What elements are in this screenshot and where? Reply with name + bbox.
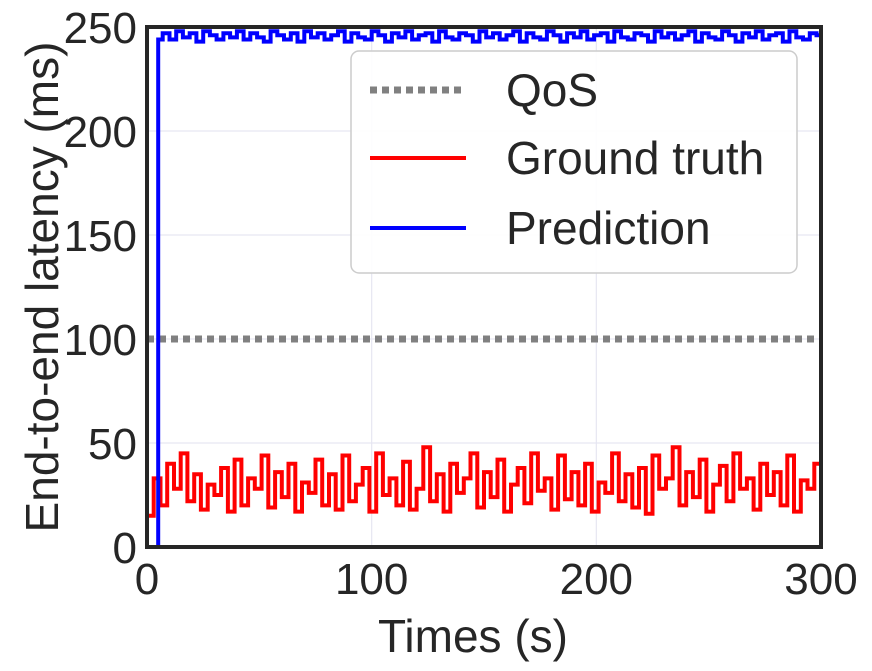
plot-frame	[145, 25, 823, 549]
legend-label-ground-truth: Ground truth	[506, 132, 764, 184]
y-tick-label: 150	[64, 212, 137, 261]
x-axis-label: Times (s)	[378, 610, 568, 662]
y-tick-label: 0	[113, 524, 137, 573]
y-tick-label: 50	[88, 420, 137, 469]
y-tick-label: 100	[64, 316, 137, 365]
x-tick-label: 200	[560, 555, 633, 604]
tick-labels: 0 100 200 300 0 50 100 150 200 250	[64, 4, 858, 604]
x-tick-label: 0	[135, 555, 159, 604]
y-tick-label: 250	[64, 4, 137, 53]
legend-label-qos: QoS	[506, 64, 598, 116]
legend: QoS Ground truth Prediction	[350, 50, 798, 274]
legend-label-prediction: Prediction	[506, 202, 711, 254]
y-tick-label: 200	[64, 108, 137, 157]
series-line-prediction	[147, 29, 823, 549]
series-line-ground-truth	[147, 445, 823, 518]
x-tick-label: 100	[335, 555, 408, 604]
x-tick-label: 300	[784, 555, 857, 604]
legend-box	[350, 50, 798, 274]
y-axis-label: End-to-end latency (ms)	[16, 42, 68, 533]
series-lines	[147, 29, 823, 549]
